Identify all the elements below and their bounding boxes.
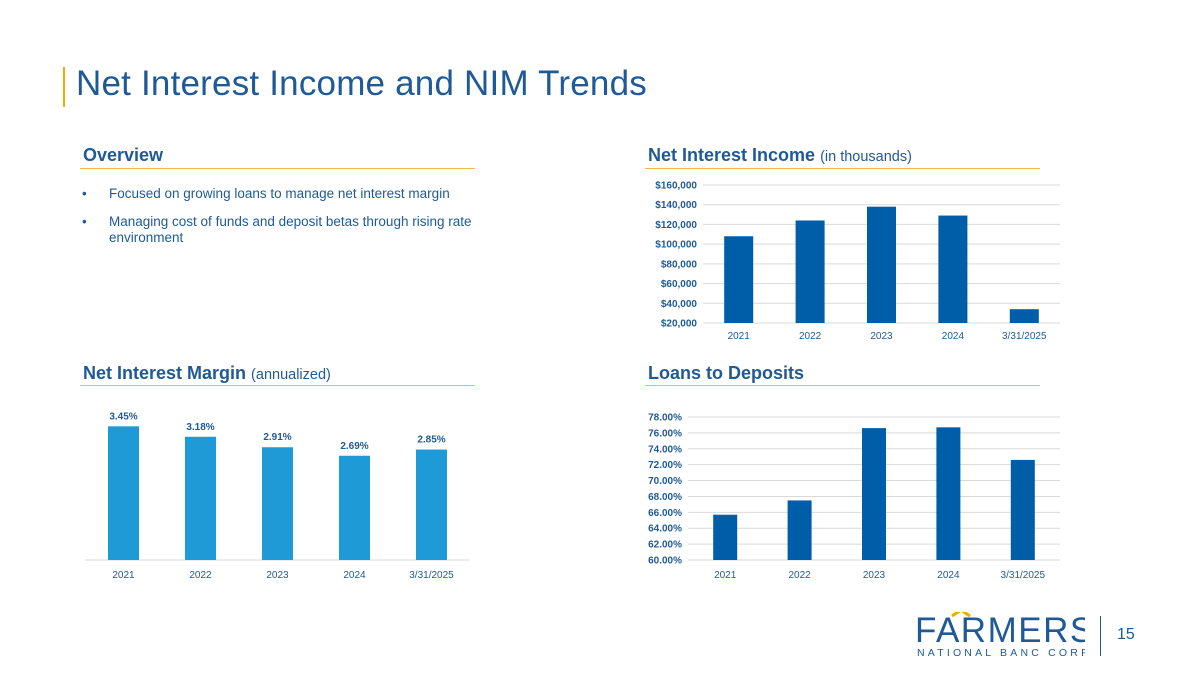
- ltd-bar: [862, 428, 886, 560]
- ltd-bar: [1010, 459, 1035, 560]
- nii-heading: Net Interest Income (in thousands): [648, 145, 912, 166]
- logo-tagline: NATIONAL BANC CORP.: [917, 647, 1085, 658]
- nii-ytick-label: $20,000: [661, 319, 698, 330]
- nii-bar: [1009, 309, 1039, 323]
- overview-bullet: • Focused on growing loans to manage net …: [80, 186, 500, 202]
- nim-bar: [339, 455, 370, 560]
- nii-xtick-label: 2021: [728, 331, 751, 342]
- nii-ytick-label: $160,000: [655, 181, 697, 192]
- nim-rule: [80, 385, 475, 386]
- page-number-divider: [1100, 616, 1101, 656]
- ltd-xtick-label: 2024: [937, 570, 960, 581]
- nim-data-label: 2.85%: [417, 435, 445, 446]
- nim-xtick-label: 3/31/2025: [409, 570, 454, 581]
- nim-xtick-label: 2022: [189, 570, 212, 581]
- nim-title: Net Interest Margin: [83, 363, 247, 383]
- nii-ytick-label: $120,000: [655, 220, 697, 231]
- overview-heading: Overview: [83, 145, 163, 166]
- overview-rule: [80, 168, 475, 169]
- nii-bar: [938, 215, 968, 323]
- ltd-xtick-label: 3/31/2025: [1001, 570, 1046, 581]
- overview-bullet-text: Managing cost of funds and deposit betas…: [109, 214, 472, 245]
- nim-xtick-label: 2024: [343, 570, 366, 581]
- overview-heading-text: Overview: [83, 145, 164, 165]
- nim-bar: [185, 436, 216, 560]
- nim-bar: [262, 447, 293, 560]
- nim-xtick-label: 2021: [112, 570, 135, 581]
- ltd-ytick-label: 74.00%: [648, 444, 682, 455]
- nii-chart: $20,000 $40,000 $60,000 $80,000 $100,000 $120…: [655, 181, 1060, 342]
- nim-subtitle: (annualized): [251, 367, 331, 383]
- ltd-title: Loans to Deposits: [648, 363, 805, 383]
- ltd-xtick-label: 2022: [788, 570, 811, 581]
- nim-heading: Net Interest Margin (annualized): [83, 363, 331, 384]
- nim-chart: 2021 3.45% 2022 3.18% 2023 2.91% 2024 2.69% 3/31…: [85, 411, 470, 581]
- nii-xtick-label: 2022: [799, 331, 822, 342]
- nii-xtick-label: 3/31/2025: [1002, 331, 1047, 342]
- nim-bar: [416, 449, 447, 560]
- nim-data-label: 2.69%: [340, 441, 368, 452]
- logo-wordmark: FARMERS: [915, 612, 1085, 650]
- ltd-ytick-label: 70.00%: [648, 476, 682, 487]
- nim-bar: [108, 426, 139, 560]
- nii-title: Net Interest Income: [648, 145, 816, 165]
- ltd-heading: Loans to Deposits: [648, 363, 804, 384]
- nim-xtick-label: 2023: [266, 570, 289, 581]
- ltd-ytick-label: 60.00%: [648, 556, 682, 567]
- page-title: Net Interest Income and NIM Trends: [76, 64, 647, 103]
- ltd-xtick-label: 2023: [863, 570, 886, 581]
- overview-bullet-text: Focused on growing loans to manage net i…: [109, 186, 450, 201]
- overview-bullet: • Managing cost of funds and deposit beta…: [80, 214, 500, 246]
- nii-ytick-label: $100,000: [655, 240, 697, 251]
- nii-ytick-label: $140,000: [655, 200, 697, 211]
- bullet-icon: •: [82, 214, 87, 229]
- nii-bar: [867, 206, 896, 323]
- ltd-xtick-label: 2021: [714, 570, 737, 581]
- nim-data-label: 2.91%: [263, 432, 291, 443]
- page-number: 15: [1117, 626, 1135, 643]
- ltd-chart: 60.00% 62.00% 64.00% 66.00% 68.00% 70.00% 72.0…: [648, 413, 1060, 581]
- nii-xtick-label: 2024: [942, 331, 965, 342]
- title-accent-bar: [63, 67, 65, 107]
- nii-subtitle: (in thousands): [820, 149, 912, 165]
- ltd-ytick-label: 78.00%: [648, 413, 682, 424]
- farmers-logo-icon: FARMERS NATIONAL BANC CORP.: [915, 612, 1085, 658]
- nii-rule: [645, 168, 1040, 169]
- nii-xtick-label: 2023: [870, 331, 893, 342]
- ltd-ytick-label: 66.00%: [648, 508, 682, 519]
- ltd-ytick-label: 76.00%: [648, 428, 682, 439]
- logo-roof-mark: [951, 612, 971, 618]
- ltd-ytick-label: 64.00%: [648, 524, 682, 535]
- ltd-ytick-label: 72.00%: [648, 460, 682, 471]
- ltd-rule: [645, 385, 1040, 386]
- nii-ytick-label: $40,000: [661, 299, 698, 310]
- ltd-bar: [936, 427, 961, 560]
- nii-ytick-label: $80,000: [661, 259, 698, 270]
- nii-bar: [724, 236, 754, 323]
- overview-bullet-list: • Focused on growing loans to manage net …: [80, 186, 500, 258]
- nim-data-label: 3.18%: [186, 422, 214, 433]
- ltd-bar: [713, 514, 738, 560]
- nii-bar: [795, 220, 825, 323]
- nii-ytick-label: $60,000: [661, 279, 698, 290]
- ltd-ytick-label: 68.00%: [648, 492, 682, 503]
- bullet-icon: •: [82, 186, 87, 201]
- ltd-ytick-label: 62.00%: [648, 540, 682, 551]
- ltd-bar: [787, 500, 812, 560]
- nim-data-label: 3.45%: [109, 411, 137, 422]
